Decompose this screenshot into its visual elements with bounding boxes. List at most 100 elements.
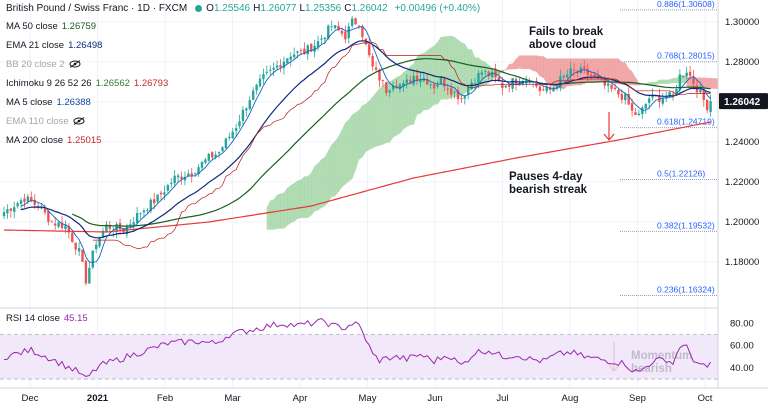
cloud-segment — [351, 112, 356, 179]
candle-body — [149, 199, 152, 212]
eye-hidden-icon[interactable] — [73, 117, 85, 126]
cloud-segment — [590, 58, 595, 83]
candle-body — [634, 112, 637, 115]
candle-body — [654, 95, 658, 97]
indicator-legend-row[interactable]: MA 200 close 1.25015 — [6, 135, 105, 146]
candle-body — [245, 108, 248, 111]
moving-average-lines — [3, 26, 711, 263]
candle-body — [391, 85, 395, 90]
cloud-segment — [652, 81, 657, 85]
ohlc-value: 1.26077 — [260, 3, 297, 14]
ma5-line — [20, 26, 711, 263]
candle-body — [675, 89, 678, 95]
indicator-legend-row[interactable]: MA 50 close 1.26759 — [6, 21, 100, 32]
candle-body — [16, 203, 19, 207]
indicator-value: 1.26793 — [133, 78, 169, 89]
candle-body — [685, 72, 688, 77]
ohlc-h: H1.26077 — [253, 3, 296, 14]
candle-body — [310, 43, 313, 52]
eye-hidden-icon[interactable] — [69, 60, 81, 69]
chart-grid — [0, 0, 718, 388]
price-tick-label: 1.28000 — [725, 57, 759, 68]
ohlc-key: L — [299, 3, 306, 14]
candle-body — [74, 242, 77, 250]
candle-body — [480, 72, 484, 75]
candle-body — [678, 74, 682, 90]
ema21-line — [20, 40, 711, 239]
candle-body — [566, 74, 569, 78]
candle-body — [204, 159, 207, 163]
candle-body — [419, 79, 422, 83]
cloud-segment — [655, 79, 660, 85]
candle-body — [412, 76, 415, 85]
candle-body — [357, 25, 361, 27]
indicator-legend-row[interactable]: MA 5 close 1.26388 — [6, 97, 95, 108]
cloud-segment — [526, 55, 530, 70]
cloud-segment — [416, 53, 421, 115]
cloud-segment — [270, 199, 274, 230]
candle-body — [439, 77, 443, 84]
candle-body — [354, 18, 357, 25]
candle-body — [535, 80, 538, 87]
cloud-segment — [444, 36, 448, 100]
cloud-segment — [321, 156, 326, 208]
indicator-value: 1.26562 — [95, 78, 130, 89]
cloud-segment — [293, 180, 298, 222]
annotation-cloud: Fails to break — [529, 26, 604, 38]
candle-body — [13, 207, 16, 212]
candle-body — [368, 44, 371, 56]
time-tick-label: Sep — [629, 393, 646, 404]
time-tick-label: Mar — [224, 393, 240, 404]
candle-body — [576, 70, 579, 73]
cloud-segment — [365, 100, 370, 152]
candle-body — [463, 96, 467, 99]
candle-body — [81, 249, 84, 262]
price-tick-label: 1.18000 — [725, 257, 759, 268]
cloud-segment — [553, 58, 558, 89]
fib-level-label: 0.768(1.28015) — [657, 51, 715, 61]
candle-body — [507, 84, 511, 87]
candle-body — [624, 93, 627, 101]
candle-body — [572, 69, 576, 71]
rsi-line — [3, 317, 712, 377]
candle-body — [702, 90, 705, 100]
candle-body — [497, 76, 501, 82]
candle-body — [152, 199, 156, 204]
indicator-value: 1.26498 — [68, 40, 103, 51]
time-axis: Dec 2021 Feb Mar Apr May Jun Jul Aug Sep Oct — [0, 387, 768, 404]
candle-body — [484, 71, 487, 72]
price-tick-label: 1.20000 — [725, 217, 759, 228]
symbol-title: British Pound / Swiss Franc · 1D · FXCM — [6, 3, 188, 14]
cloud-segment — [522, 55, 527, 70]
candle-body — [183, 176, 187, 181]
cloud-segment — [420, 53, 425, 115]
candle-body — [303, 48, 306, 55]
candle-body — [170, 182, 173, 184]
candle-body — [146, 210, 149, 211]
indicator-legend-row[interactable]: EMA 110 close — [6, 116, 85, 127]
candle-body — [135, 213, 139, 223]
candle-body — [26, 196, 30, 202]
ma50-line — [72, 58, 711, 227]
cloud-segment — [669, 78, 674, 84]
candle-body — [627, 93, 630, 105]
indicator-legend-row[interactable]: BB 20 close 2 — [6, 59, 81, 70]
candle-body — [388, 90, 391, 93]
candle-body — [381, 80, 385, 82]
candle-body — [395, 85, 398, 88]
candle-body — [105, 224, 108, 232]
candle-body — [671, 93, 675, 95]
cloud-segment — [539, 56, 544, 78]
candle-body — [265, 71, 269, 73]
candle-body — [306, 45, 309, 55]
candle-body — [187, 173, 190, 176]
fib-level-label: 0.382(1.19532) — [657, 220, 715, 230]
rsi-value: 45.15 — [63, 313, 88, 324]
candle-body — [453, 91, 456, 93]
indicator-legend-row[interactable]: EMA 21 close 1.26498 — [6, 40, 106, 51]
cloud-segment — [317, 158, 322, 211]
indicator-legend-row[interactable]: Ichimoku 9 26 52 26 1.26562 1.26793 — [6, 78, 172, 89]
cloud-segment — [266, 200, 271, 230]
cloud-segment — [345, 119, 349, 185]
